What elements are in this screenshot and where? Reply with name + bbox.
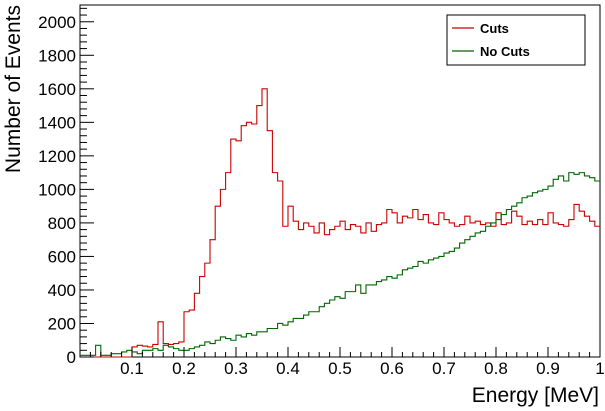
series-line-no-cuts <box>80 172 600 356</box>
y-tick-label: 600 <box>48 247 76 266</box>
x-tick-label: 0.8 <box>484 359 508 378</box>
axes-layer: 0.1 0.2 0.3 0.4 0.5 0.6 0.7 0.8 0.9 1 0 200 400 600 80… <box>38 7 605 378</box>
x-tick-label: 0.2 <box>172 359 196 378</box>
y-tick-label: 800 <box>48 214 76 233</box>
y-tick-label: 1000 <box>38 180 76 199</box>
series-layer <box>80 88 600 358</box>
x-tick-label: 0.6 <box>380 359 404 378</box>
legend: Cuts No Cuts <box>446 14 586 66</box>
x-axis-title: Energy [MeV] <box>472 384 599 407</box>
legend-label-no-cuts: No Cuts <box>480 44 530 59</box>
legend-label-cuts: Cuts <box>480 21 509 36</box>
y-tick-label: 400 <box>48 281 76 300</box>
y-tick-label: 1600 <box>38 80 76 99</box>
legend-box <box>446 14 586 66</box>
series-line-cuts <box>80 88 600 358</box>
y-axis-title: Number of Events <box>2 5 25 173</box>
y-tick-label: 1400 <box>38 113 76 132</box>
x-tick-label: 0.3 <box>224 359 248 378</box>
y-tick-label: 1800 <box>38 46 76 65</box>
x-tick-label: 0.1 <box>120 359 144 378</box>
x-tick-label: 0.4 <box>276 359 300 378</box>
x-tick-label: 0.5 <box>328 359 352 378</box>
y-tick-label: 0 <box>67 348 76 367</box>
x-tick-label: 0.7 <box>432 359 456 378</box>
y-tick-label: 2000 <box>38 13 76 32</box>
x-tick-label: 0.9 <box>536 359 560 378</box>
y-tick-label: 1200 <box>38 147 76 166</box>
y-tick-label: 200 <box>48 314 76 333</box>
x-tick-label: 1 <box>595 359 604 378</box>
